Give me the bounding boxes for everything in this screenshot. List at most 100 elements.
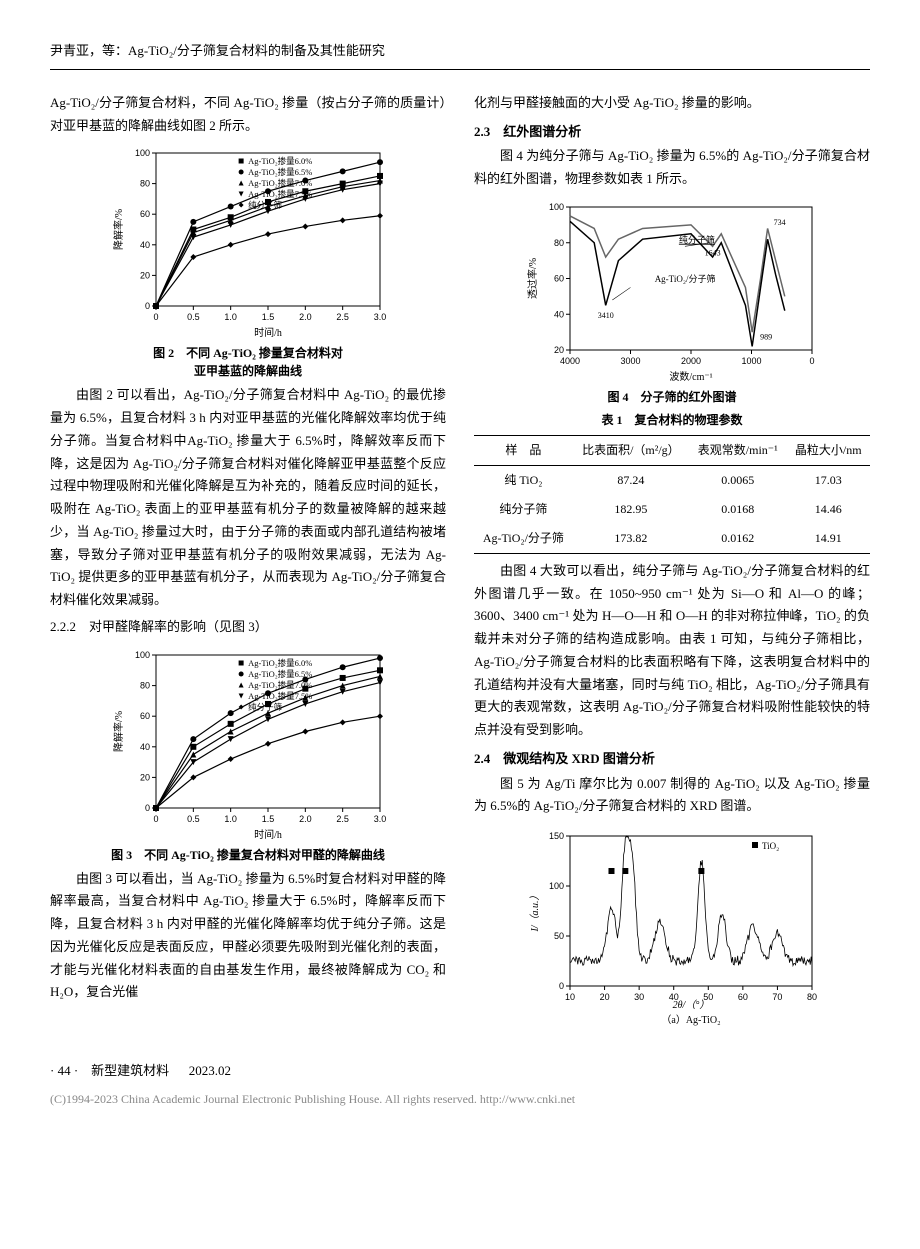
svg-text:Ag-TiO₂/分子筛: Ag-TiO₂/分子筛 [655, 273, 716, 284]
svg-text:0.5: 0.5 [187, 312, 200, 322]
svg-text:734: 734 [774, 218, 786, 227]
table-cell: 87.24 [573, 465, 689, 495]
heading-24: 2.4 微观结构及 XRD 图谱分析 [474, 748, 870, 771]
svg-text:989: 989 [760, 332, 772, 341]
svg-text:60: 60 [140, 711, 150, 721]
figure-4: 4000300020001000020406080100波数/cm⁻¹透过率/%… [474, 199, 870, 406]
svg-text:100: 100 [135, 650, 150, 660]
svg-text:0: 0 [153, 814, 158, 824]
svg-text:1.0: 1.0 [224, 312, 237, 322]
svg-text:2000: 2000 [681, 356, 701, 366]
svg-text:150: 150 [549, 831, 564, 841]
svg-text:（a）Ag-TiO₂: （a）Ag-TiO₂ [661, 1014, 720, 1026]
right-para-23b: 由图 4 大致可以看出，纯分子筛与 Ag-TiO₂/分子筛复合材料的红外图谱几乎… [474, 560, 870, 742]
svg-text:1.5: 1.5 [262, 312, 275, 322]
svg-text:30: 30 [634, 992, 644, 1002]
left-para-3: 由图 3 可以看出，当 Ag-TiO₂ 掺量为 6.5%时复合材料对甲醛的降解率… [50, 868, 446, 1005]
svg-text:Ag-TiO₂掺量6.0%: Ag-TiO₂掺量6.0% [248, 156, 312, 166]
table-cell: 173.82 [573, 524, 689, 554]
svg-text:4000: 4000 [560, 356, 580, 366]
figure-3-chart: 00.51.01.52.02.53.0020406080100时间/h降解率/%… [108, 647, 388, 842]
figure-5a: 10203040506070800501001502θ/（°）I/（a.u.）（… [474, 826, 870, 1026]
svg-text:Ag-TiO₂掺量7.0%: Ag-TiO₂掺量7.0% [248, 178, 312, 188]
svg-text:3.0: 3.0 [374, 814, 387, 824]
svg-text:TiO₂: TiO₂ [762, 841, 779, 851]
figure-3: 00.51.01.52.02.53.0020406080100时间/h降解率/%… [50, 647, 446, 864]
figure-4-caption: 图 4 分子筛的红外图谱 [474, 388, 870, 406]
svg-text:Ag-TiO₂掺量7.5%: Ag-TiO₂掺量7.5% [248, 691, 312, 701]
table-cell: 0.0168 [689, 495, 787, 524]
figure-2-caption: 图 2 不同 Ag-TiO₂ 掺量复合材料对 亚甲基蓝的降解曲线 [50, 344, 446, 380]
page-number: · 44 · [50, 1063, 78, 1078]
svg-text:100: 100 [549, 881, 564, 891]
svg-text:0: 0 [559, 981, 564, 991]
left-para-1: Ag-TiO₂/分子筛复合材料，不同 Ag-TiO₂ 掺量（按占分子筛的质量计）… [50, 92, 446, 138]
svg-text:Ag-TiO₂掺量6.0%: Ag-TiO₂掺量6.0% [248, 658, 312, 668]
table-1-col-header: 晶粒大小/nm [787, 435, 870, 465]
svg-text:降解率/%: 降解率/% [112, 209, 125, 250]
svg-text:纯分子筛: 纯分子筛 [248, 702, 283, 712]
table-cell: 14.91 [787, 524, 870, 554]
figure-4-chart: 4000300020001000020406080100波数/cm⁻¹透过率/%… [522, 199, 822, 384]
svg-text:3.0: 3.0 [374, 312, 387, 322]
left-para-2: 由图 2 可以看出，Ag-TiO₂/分子筛复合材料中 Ag-TiO₂ 的最优掺量… [50, 384, 446, 612]
svg-text:2θ/（°）: 2θ/（°） [673, 999, 710, 1011]
svg-text:60: 60 [140, 209, 150, 219]
figure-2-chart: 00.51.01.52.02.53.0020406080100时间/h降解率/%… [108, 145, 388, 340]
svg-text:3410: 3410 [598, 311, 614, 320]
table-cell: 纯 TiO₂ [474, 465, 573, 495]
svg-text:100: 100 [135, 148, 150, 158]
svg-text:100: 100 [549, 202, 564, 212]
table-cell: 17.03 [787, 465, 870, 495]
svg-text:2.0: 2.0 [299, 312, 312, 322]
heading-222: 2.2.2 对甲醛降解率的影响（见图 3） [50, 616, 446, 639]
table-1-caption: 表 1 复合材料的物理参数 [474, 410, 870, 431]
table-cell: 14.46 [787, 495, 870, 524]
table-1: 样 品比表面积/（m²/g）表观常数/min⁻¹晶粒大小/nm 纯 TiO₂87… [474, 435, 870, 554]
table-1-col-header: 样 品 [474, 435, 573, 465]
table-cell: 纯分子筛 [474, 495, 573, 524]
svg-text:20: 20 [600, 992, 610, 1002]
right-column: 化剂与甲醛接触面的大小受 Ag-TiO₂ 掺量的影响。 2.3 红外图谱分析 图… [474, 92, 870, 1030]
svg-text:0.5: 0.5 [187, 814, 200, 824]
svg-text:80: 80 [140, 680, 150, 690]
svg-text:1643: 1643 [705, 248, 721, 257]
table-cell: 0.0162 [689, 524, 787, 554]
svg-text:40: 40 [554, 309, 564, 319]
svg-text:2.5: 2.5 [336, 814, 349, 824]
issue-date: 2023.02 [189, 1063, 231, 1078]
svg-text:60: 60 [738, 992, 748, 1002]
svg-text:波数/cm⁻¹: 波数/cm⁻¹ [669, 370, 712, 383]
svg-text:纯分子筛: 纯分子筛 [679, 234, 715, 245]
svg-text:3000: 3000 [620, 356, 640, 366]
svg-text:Ag-TiO₂掺量7.5%: Ag-TiO₂掺量7.5% [248, 189, 312, 199]
svg-text:2.0: 2.0 [299, 814, 312, 824]
page-footer: · 44 · 新型建筑材料 2023.02 [50, 1060, 870, 1083]
svg-text:10: 10 [565, 992, 575, 1002]
svg-text:0: 0 [145, 803, 150, 813]
svg-text:40: 40 [140, 240, 150, 250]
table-cell: 182.95 [573, 495, 689, 524]
svg-text:70: 70 [772, 992, 782, 1002]
svg-text:40: 40 [140, 741, 150, 751]
svg-text:60: 60 [554, 273, 564, 283]
figure-2-caption-l1: 图 2 不同 Ag-TiO₂ 掺量复合材料对 [50, 344, 446, 362]
running-header: 尹青亚，等：Ag-TiO₂/分子筛复合材料的制备及其性能研究 [50, 40, 870, 70]
svg-text:20: 20 [140, 772, 150, 782]
copyright-line: (C)1994-2023 China Academic Journal Elec… [50, 1089, 870, 1110]
figure-2-caption-l2: 亚甲基蓝的降解曲线 [50, 362, 446, 380]
svg-text:纯分子筛: 纯分子筛 [248, 200, 283, 210]
table-row: Ag-TiO₂/分子筛173.820.016214.91 [474, 524, 870, 554]
svg-text:时间/h: 时间/h [254, 326, 282, 339]
svg-text:Ag-TiO₂掺量6.5%: Ag-TiO₂掺量6.5% [248, 167, 312, 177]
table-1-col-header: 表观常数/min⁻¹ [689, 435, 787, 465]
svg-text:降解率/%: 降解率/% [112, 710, 125, 751]
left-column: Ag-TiO₂/分子筛复合材料，不同 Ag-TiO₂ 掺量（按占分子筛的质量计）… [50, 92, 446, 1030]
table-1-col-header: 比表面积/（m²/g） [573, 435, 689, 465]
journal-name: 新型建筑材料 [91, 1063, 169, 1078]
svg-text:I/（a.u.）: I/（a.u.） [529, 890, 541, 932]
figure-2: 00.51.01.52.02.53.0020406080100时间/h降解率/%… [50, 145, 446, 380]
svg-text:20: 20 [140, 271, 150, 281]
table-row: 纯 TiO₂87.240.006517.03 [474, 465, 870, 495]
heading-23: 2.3 红外图谱分析 [474, 121, 870, 144]
